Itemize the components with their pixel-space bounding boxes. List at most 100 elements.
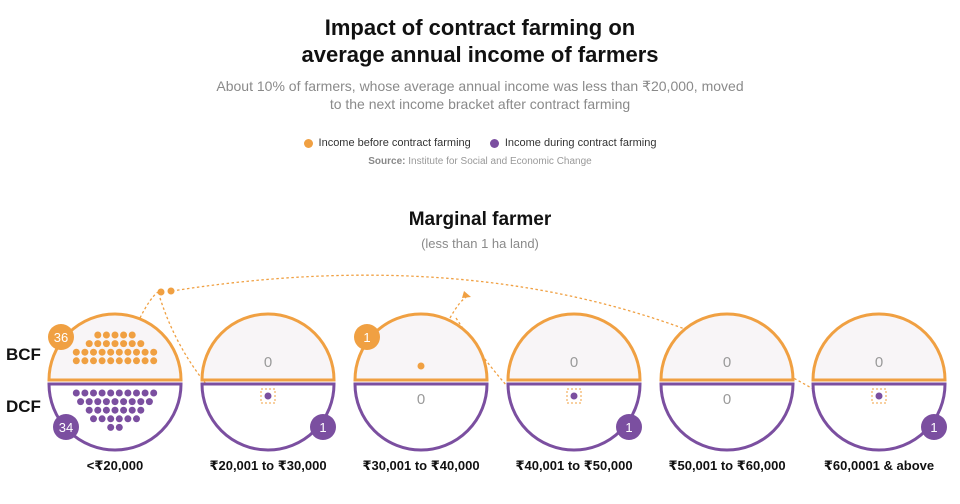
category-label: <₹20,000 xyxy=(86,458,144,473)
dcf-farmer-dot xyxy=(94,398,102,406)
flow-arrow-4 xyxy=(449,295,469,319)
dcf-farmer-dot xyxy=(115,415,123,423)
bcf-semicircle-6 xyxy=(811,312,947,382)
bcf-farmer-dot xyxy=(94,331,102,339)
chart-subtitle-line-2: to the next income bracket after contrac… xyxy=(329,96,631,112)
category-label: ₹60,0001 & above xyxy=(823,458,935,473)
bcf-farmer-dot xyxy=(107,357,115,365)
dcf-value-label: 1 xyxy=(319,420,326,435)
chart-title-line-1: Impact of contract farming on xyxy=(324,15,636,40)
bcf-farmer-dot xyxy=(133,357,140,365)
bcf-farmer-dot xyxy=(81,357,89,365)
dcf-value-label: 0 xyxy=(417,391,425,408)
bcf-count-badge xyxy=(48,324,74,350)
dcf-farmer-dot xyxy=(264,392,272,400)
dcf-farmer-dot xyxy=(120,406,128,414)
bcf-semicircle-3 xyxy=(353,312,489,382)
dcf-farmer-dot xyxy=(98,389,106,397)
dcf-farmer-dot xyxy=(72,389,80,397)
bcf-farmer-dot xyxy=(137,340,145,348)
bcf-value-label: 1 xyxy=(363,330,370,345)
dcf-farmer-dot xyxy=(107,415,115,423)
dcf-count-badge xyxy=(53,414,79,440)
dcf-farmer-dot xyxy=(94,406,102,414)
dcf-farmer-dot xyxy=(98,415,106,423)
bcf-value-label: 36 xyxy=(54,330,68,345)
moving-farmer-dot xyxy=(157,288,165,296)
source-note: Source: Institute for Social and Economi… xyxy=(0,156,960,167)
category-label: ₹20,001 to ₹30,000 xyxy=(209,458,327,473)
dcf-highlight-box xyxy=(871,388,887,404)
dcf-farmer-dot xyxy=(81,389,89,397)
dcf-farmer-dot xyxy=(133,389,140,397)
dcf-farmer-dot xyxy=(107,389,115,397)
flow-arrowhead-4 xyxy=(462,291,471,298)
bcf-farmer-dot xyxy=(81,348,89,356)
legend-swatch-before xyxy=(303,138,313,148)
dcf-farmer-dot xyxy=(85,398,93,406)
dcf-farmer-dot xyxy=(90,389,97,397)
legend-label-during: Income during contract farming xyxy=(504,137,657,149)
flow-arrow-1 xyxy=(139,291,159,319)
dcf-farmer-dot xyxy=(133,415,140,423)
bcf-farmer-dot xyxy=(72,357,80,365)
dcf-farmer-dot xyxy=(120,398,128,406)
bcf-farmer-dot xyxy=(94,340,102,348)
bcf-farmer-dot xyxy=(120,340,128,348)
bcf-value-label: 0 xyxy=(875,354,883,371)
bcf-semicircle-2 xyxy=(200,312,336,382)
dcf-farmer-dot xyxy=(107,423,115,431)
bcf-farmer-dot xyxy=(115,348,123,356)
dcf-count-badge xyxy=(310,414,336,440)
dcf-farmer-dot xyxy=(77,398,85,406)
bcf-farmer-dot xyxy=(128,340,136,348)
bcf-farmer-dot xyxy=(102,340,110,348)
bcf-value-label: 0 xyxy=(723,354,731,371)
chart-subtitle-line-1: About 10% of farmers, whose average annu… xyxy=(216,78,744,94)
bcf-farmer-dot xyxy=(90,357,97,365)
source-label: Source: xyxy=(368,156,406,167)
dcf-value-label: 0 xyxy=(723,391,731,408)
legend-item-during: Income during contract farming xyxy=(489,137,657,149)
bcf-farmer-dot xyxy=(72,348,80,356)
section-subtitle: (less than 1 ha land) xyxy=(421,236,539,251)
dcf-farmer-dot xyxy=(115,423,123,431)
dcf-semicircle-3 xyxy=(353,382,489,452)
dcf-farmer-dot xyxy=(102,406,110,414)
dcf-semicircle-4 xyxy=(506,382,642,452)
legend-swatch-during xyxy=(489,138,499,148)
chart-title-line-2: average annual income of farmers xyxy=(301,42,659,67)
dcf-farmer-dot xyxy=(124,389,132,397)
moving-farmer-dot xyxy=(167,287,175,295)
row-label-bcf: BCF xyxy=(6,345,41,364)
dcf-farmer-dot xyxy=(150,389,158,397)
dcf-farmer-dot xyxy=(115,389,123,397)
chart-subtitle: About 10% of farmers, whose average annu… xyxy=(0,77,960,113)
bcf-farmer-dot xyxy=(111,331,119,339)
bcf-farmer-dot xyxy=(107,348,115,356)
category-label: ₹40,001 to ₹50,000 xyxy=(515,458,633,473)
legend-label-before: Income before contract farming xyxy=(318,137,471,149)
bcf-farmer-dot xyxy=(141,357,149,365)
flow-arrow-2 xyxy=(171,274,839,405)
dcf-value-label: 1 xyxy=(930,420,937,435)
source-text: Institute for Social and Economic Change xyxy=(408,156,592,167)
bcf-value-label: 0 xyxy=(264,354,272,371)
bcf-farmer-dot xyxy=(111,340,119,348)
bcf-semicircle-4 xyxy=(506,312,642,382)
dcf-farmer-dot xyxy=(570,392,578,400)
dcf-semicircle-6 xyxy=(811,382,947,452)
bcf-farmer-dot xyxy=(98,348,106,356)
bcf-farmer-dot xyxy=(124,348,132,356)
bcf-semicircle-5 xyxy=(659,312,795,382)
legend-item-before: Income before contract farming xyxy=(303,137,471,149)
dcf-farmer-dot xyxy=(111,398,119,406)
dcf-farmer-dot xyxy=(90,415,97,423)
bcf-farmer-dot xyxy=(150,357,158,365)
category-label: ₹50,001 to ₹60,000 xyxy=(668,458,786,473)
dcf-farmer-dot xyxy=(128,398,136,406)
bcf-farmer-dot xyxy=(120,331,128,339)
bcf-farmer-dot xyxy=(141,348,149,356)
row-label-dcf: DCF xyxy=(6,397,41,416)
